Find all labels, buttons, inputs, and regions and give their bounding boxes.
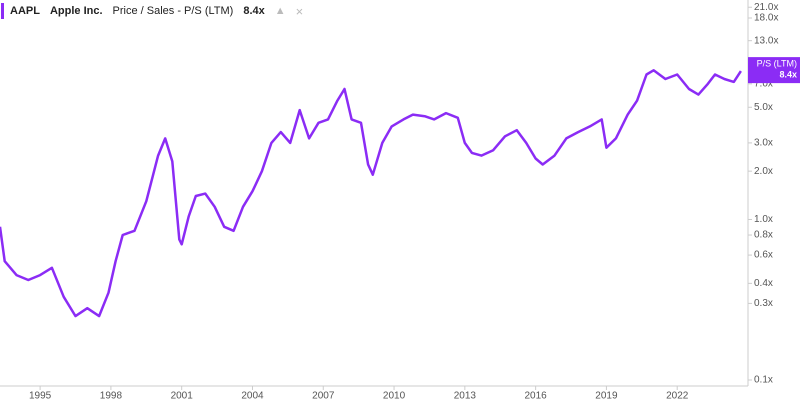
end-label-value: 8.4x <box>779 69 797 79</box>
y-tick-label: 13.0x <box>754 35 778 46</box>
y-tick-label: 0.6x <box>754 250 773 261</box>
line-series <box>0 69 742 318</box>
x-tick-label: 2010 <box>383 391 406 402</box>
company: Apple Inc. <box>49 5 103 17</box>
x-tick-label: 2001 <box>171 391 194 402</box>
y-tick-label: 7.0x <box>754 78 773 89</box>
y-tick-label: 3.0x <box>754 138 773 149</box>
y-tick-label: 0.1x <box>754 375 773 386</box>
y-tick-label: 18.0x <box>754 13 778 24</box>
ticker: AAPL <box>10 5 40 17</box>
x-tick-label: 2013 <box>454 391 477 402</box>
y-tick-label: 0.4x <box>754 278 773 289</box>
end-label-name: P/S (LTM) <box>757 58 797 68</box>
y-tick-label: 0.3x <box>754 298 773 309</box>
y-tick-label: 5.0x <box>754 102 773 113</box>
y-tick-label: 2.0x <box>754 166 773 177</box>
x-tick-label: 2019 <box>595 391 618 402</box>
x-tick-label: 1995 <box>29 391 52 402</box>
x-tick-label: 2022 <box>666 391 689 402</box>
close-icon[interactable]: × <box>295 3 304 19</box>
y-tick-label: 1.0x <box>754 214 773 225</box>
current-value: 8.4x <box>243 5 265 17</box>
y-tick-label: 21.0x <box>754 2 778 13</box>
x-tick-label: 2007 <box>312 391 335 402</box>
x-tick-label: 2004 <box>241 391 264 402</box>
x-tick-label: 1998 <box>100 391 123 402</box>
end-label: P/S (LTM)8.4x <box>748 57 800 84</box>
y-tick-label: 0.8x <box>754 230 773 241</box>
end-label-box <box>748 57 800 84</box>
metric: Price / Sales - P/S (LTM) <box>112 5 234 17</box>
x-tick-label: 2016 <box>525 391 548 402</box>
plot-background <box>0 0 748 390</box>
hide-icon[interactable]: ▲ <box>274 5 286 17</box>
series-swatch <box>1 3 4 19</box>
header: AAPL Apple Inc. Price / Sales - P/S (LTM… <box>0 0 320 22</box>
